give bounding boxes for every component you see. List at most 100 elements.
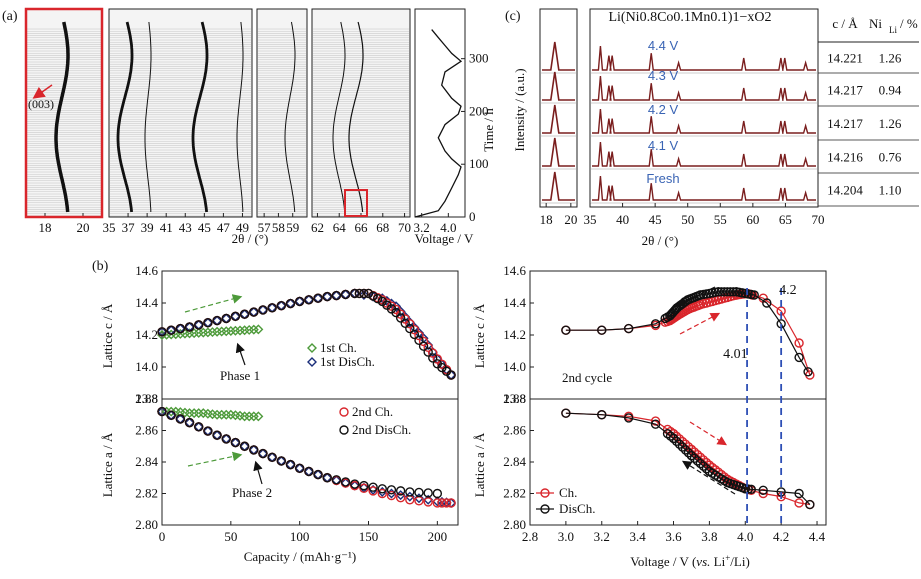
b2-bot-frame [529, 398, 827, 526]
voltage-frame [414, 8, 466, 218]
data-point [623, 413, 634, 423]
xrd-tick-55: 55 [714, 212, 727, 227]
table-ni-2: 1.26 [879, 116, 902, 131]
data-point [276, 300, 287, 311]
data-point [276, 456, 287, 466]
b2-bot-xtick-3.4: 3.4 [630, 529, 647, 544]
data-point [304, 466, 314, 477]
subpanel-frame-2 [256, 8, 308, 218]
data-point [719, 287, 730, 297]
panel-label-b: (b) [92, 259, 109, 274]
tick-label-37: 37 [122, 220, 136, 235]
data-point [680, 445, 691, 455]
data-point [405, 319, 415, 329]
data-point [650, 419, 661, 429]
data-point [794, 498, 804, 508]
data-point [350, 479, 360, 489]
highlight-003-box [24, 7, 104, 219]
b2-bottom-ylabel: Lattice a / Å [472, 432, 487, 497]
data-point [239, 441, 250, 451]
xrd-tick-65: 65 [779, 212, 792, 227]
b1-bot-xtick-0: 0 [159, 529, 166, 544]
data-point [175, 328, 186, 339]
b2-bot-xtick-3.8: 3.8 [701, 529, 717, 544]
pattern-003-peak [542, 41, 575, 71]
data-point [340, 477, 351, 487]
xrd-tick-20: 20 [564, 212, 577, 227]
data-point [674, 434, 685, 444]
data-point [267, 452, 277, 462]
data-point [423, 488, 433, 498]
b1-top-ytick-14.2: 14.2 [135, 327, 158, 342]
pattern-003-peak [542, 171, 575, 201]
pattern-trace [592, 75, 816, 101]
data-point [418, 336, 429, 347]
vline-label-0: 4.2 [779, 283, 797, 298]
data-point [157, 406, 167, 417]
data-point [359, 483, 369, 493]
b2-legend-1: DisCh. [559, 501, 595, 516]
data-point [377, 488, 387, 499]
data-point [428, 353, 438, 363]
tick-label-41: 41 [160, 220, 173, 235]
data-point [423, 342, 433, 352]
b2-bot-ytick-2.80: 2.80 [503, 517, 526, 532]
data-point [395, 493, 406, 503]
data-point [202, 327, 213, 338]
data-point [762, 298, 772, 308]
data-point [414, 330, 424, 341]
data-point [354, 288, 365, 299]
panel-a-xlabel: 2θ / (°) [232, 231, 269, 246]
data-point [391, 307, 401, 318]
xrd-wide-frame [589, 8, 819, 208]
data-point [695, 458, 706, 469]
b2-top-ytick-13.8: 13.8 [503, 391, 526, 406]
phase2-arrow [253, 460, 263, 485]
data-point [540, 488, 550, 498]
b2-legend-0: Ch. [559, 485, 577, 500]
tick-label-62: 62 [311, 220, 324, 235]
data-point [212, 430, 222, 440]
subpanel-frame-1 [108, 8, 253, 218]
b1-legend-0: 1st Ch. [320, 340, 357, 355]
data-point [339, 407, 349, 417]
data-point [258, 305, 268, 315]
data-point [322, 291, 332, 302]
b2-top-frame [529, 270, 827, 400]
pattern-label-4: Fresh [646, 171, 679, 186]
data-point [368, 291, 378, 301]
data-point [758, 488, 768, 499]
data-point [400, 318, 410, 328]
data-point [235, 325, 246, 336]
data-point [230, 311, 241, 322]
b2-bot-ytick-2.82: 2.82 [503, 486, 526, 501]
voltage-xlabel: Voltage / V [415, 231, 474, 246]
tick-label-18: 18 [39, 220, 52, 235]
data-point [307, 357, 317, 367]
pattern-trace [592, 175, 816, 201]
capacity-xlabel: Capacity / (mAh·g⁻¹) [244, 549, 357, 564]
data-point [677, 436, 688, 447]
data-point [207, 327, 218, 338]
b1-bot-xtick-100: 100 [290, 529, 310, 544]
data-point [358, 290, 369, 300]
table-c-3: 14.216 [827, 150, 863, 165]
data-point [671, 436, 682, 446]
data-point [395, 306, 406, 317]
annotation-003-arrow [32, 84, 53, 99]
second-cycle-label: 2nd cycle [562, 370, 612, 385]
data-point [230, 325, 241, 336]
b2-top-ylabel: Lattice c / Å [472, 303, 487, 368]
data-point [677, 442, 688, 452]
data-point [432, 488, 443, 499]
data-point [405, 323, 415, 334]
data-point [409, 329, 420, 340]
data-point [561, 408, 571, 418]
ch-arrow-top [679, 312, 721, 335]
table-c-2: 14.217 [827, 116, 863, 131]
peak-trace [348, 21, 364, 213]
b1-bot-xtick-150: 150 [359, 529, 379, 544]
data-point [725, 287, 736, 297]
data-point [423, 347, 433, 357]
